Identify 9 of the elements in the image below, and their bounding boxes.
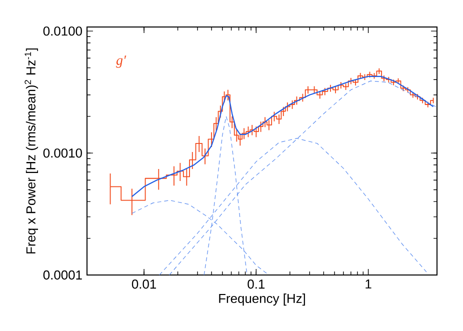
y-tick-label: 0.0010 [43, 148, 82, 158]
x-tick-label: 1 [366, 280, 372, 288]
y-tick-label: 0.0001 [43, 270, 82, 280]
x-tick-label: 0.01 [132, 280, 156, 289]
x-tick-label: 0.1 [248, 280, 265, 289]
y-tick-label: 0.0100 [43, 26, 82, 36]
annotation: g′ [116, 56, 126, 68]
x-axis-title: Frequency [Hz] [219, 294, 305, 306]
y-axis-title: Freq x Power [Hz (rms/mean)$^{2}$ Hz$^{-1}$] [24, 48, 38, 254]
